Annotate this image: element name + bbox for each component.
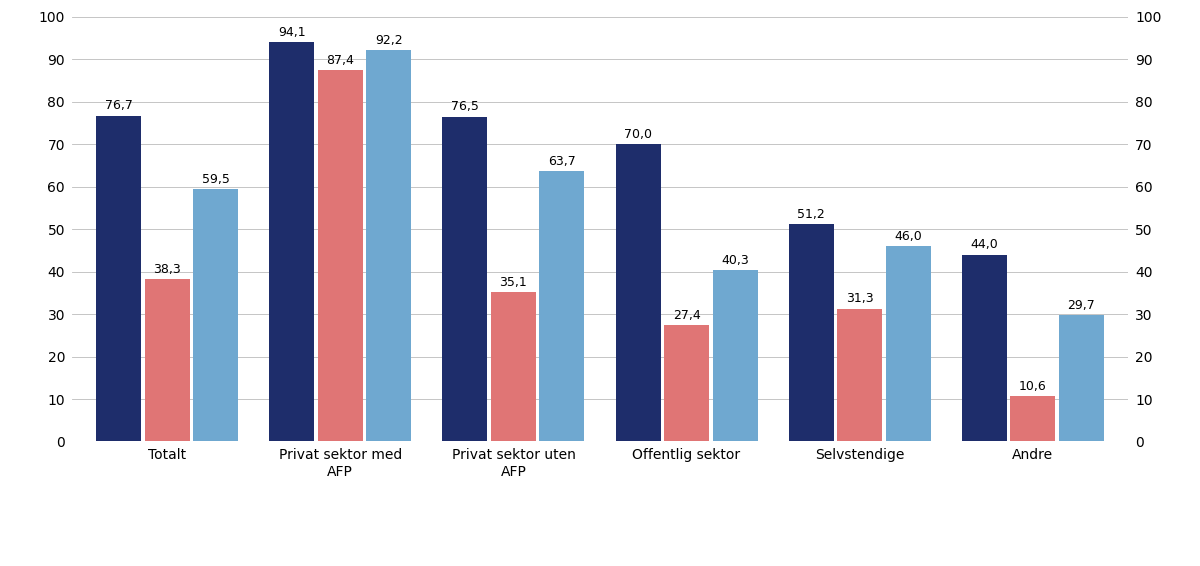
Text: 46,0: 46,0 — [894, 230, 922, 243]
Text: 76,7: 76,7 — [104, 100, 133, 113]
Text: 29,7: 29,7 — [1067, 299, 1096, 312]
Bar — [788, 224, 834, 441]
Bar — [366, 50, 412, 441]
Text: 31,3: 31,3 — [846, 292, 874, 305]
Text: 59,5: 59,5 — [202, 173, 229, 186]
Bar — [838, 308, 882, 441]
Bar — [318, 70, 362, 441]
Bar — [540, 171, 584, 441]
Bar — [1058, 315, 1104, 441]
Text: 35,1: 35,1 — [499, 276, 527, 289]
Text: 87,4: 87,4 — [326, 54, 354, 67]
Text: 27,4: 27,4 — [673, 309, 701, 321]
Bar — [962, 255, 1007, 441]
Bar — [145, 279, 190, 441]
Bar — [713, 271, 757, 441]
Text: 76,5: 76,5 — [451, 100, 479, 113]
Bar — [616, 144, 660, 441]
Text: 94,1: 94,1 — [278, 25, 306, 38]
Bar — [664, 325, 709, 441]
Text: 63,7: 63,7 — [548, 155, 576, 168]
Text: 38,3: 38,3 — [154, 263, 181, 276]
Text: 70,0: 70,0 — [624, 128, 652, 141]
Text: 40,3: 40,3 — [721, 254, 749, 267]
Text: 51,2: 51,2 — [797, 208, 826, 221]
Bar — [886, 246, 931, 441]
Bar — [269, 42, 314, 441]
Text: 92,2: 92,2 — [374, 34, 403, 46]
Bar — [1010, 396, 1055, 441]
Text: 10,6: 10,6 — [1019, 380, 1046, 393]
Bar — [96, 116, 142, 441]
Text: 44,0: 44,0 — [971, 238, 998, 251]
Bar — [491, 293, 536, 441]
Bar — [443, 117, 487, 441]
Bar — [193, 189, 238, 441]
